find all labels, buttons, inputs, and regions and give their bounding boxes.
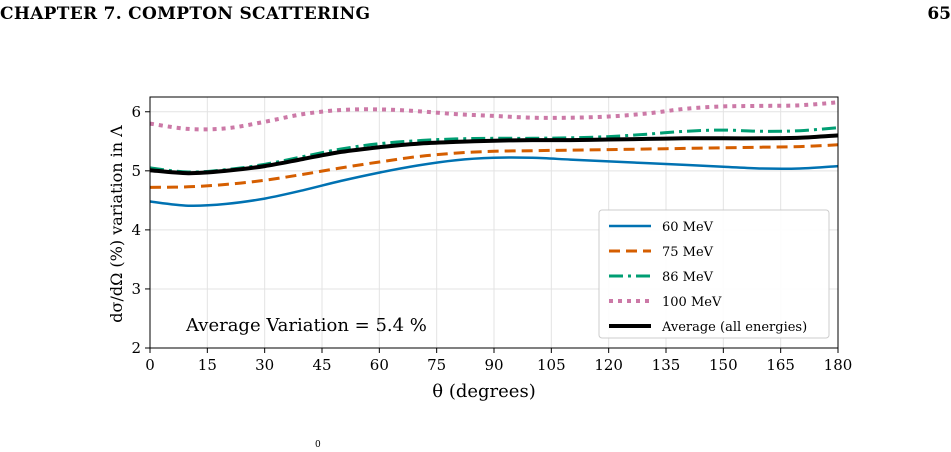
legend-box	[598, 209, 830, 339]
x-tick-label: 15	[198, 356, 217, 374]
y-axis: 2 3 4 5 6	[131, 103, 150, 357]
y-tick-label: 5	[131, 162, 141, 180]
x-tick-label: 75	[427, 356, 446, 374]
x-tick-label: 45	[312, 356, 331, 374]
chapter-title: CHAPTER 7. COMPTON SCATTERING	[0, 4, 371, 24]
x-tick-label: 180	[824, 356, 853, 374]
legend-label-75-mev: 75 MeV	[662, 245, 714, 260]
x-axis-label: θ (degrees)	[432, 381, 535, 402]
legend: 60 MeV 75 MeV 86 MeV 100 MeV Average (all en…	[598, 209, 830, 339]
series-line-100-mev	[149, 100, 839, 132]
y-tick-label: 4	[131, 221, 141, 239]
caption-fragment: 0	[315, 440, 321, 450]
x-tick-label: 90	[484, 356, 503, 374]
x-tick-label: 60	[370, 356, 389, 374]
average-variation-annotation: Average Variation = 5.4 %	[185, 315, 427, 336]
page-number: 65	[927, 4, 951, 24]
series-line-75-mev	[149, 143, 839, 189]
x-tick-label: 105	[537, 356, 566, 374]
y-axis-label: dσ/dΩ (%) variation in Λ	[107, 125, 126, 323]
legend-label-86-mev: 86 MeV	[662, 270, 714, 285]
y-tick-label: 3	[131, 280, 141, 298]
legend-label-60-mev: 60 MeV	[662, 220, 714, 235]
x-tick-label: 30	[255, 356, 274, 374]
x-tick-label: 150	[709, 356, 738, 374]
x-tick-label: 0	[145, 356, 155, 374]
x-tick-label: 165	[766, 356, 795, 374]
y-tick-label: 6	[131, 103, 141, 121]
page-header: CHAPTER 7. COMPTON SCATTERING 65	[0, 0, 951, 26]
series-line-60-mev	[149, 156, 839, 208]
x-tick-label: 120	[594, 356, 623, 374]
series-line-average-all-energies	[149, 133, 839, 176]
series-lines	[149, 100, 839, 208]
legend-label-100-mev: 100 MeV	[662, 295, 722, 310]
legend-label-average-all-energies: Average (all energies)	[661, 320, 807, 335]
x-axis: 0 15 30 45 60 75 90 105 120 135 150 165 180	[145, 348, 852, 374]
x-tick-label: 135	[652, 356, 681, 374]
y-tick-label: 2	[131, 339, 141, 357]
